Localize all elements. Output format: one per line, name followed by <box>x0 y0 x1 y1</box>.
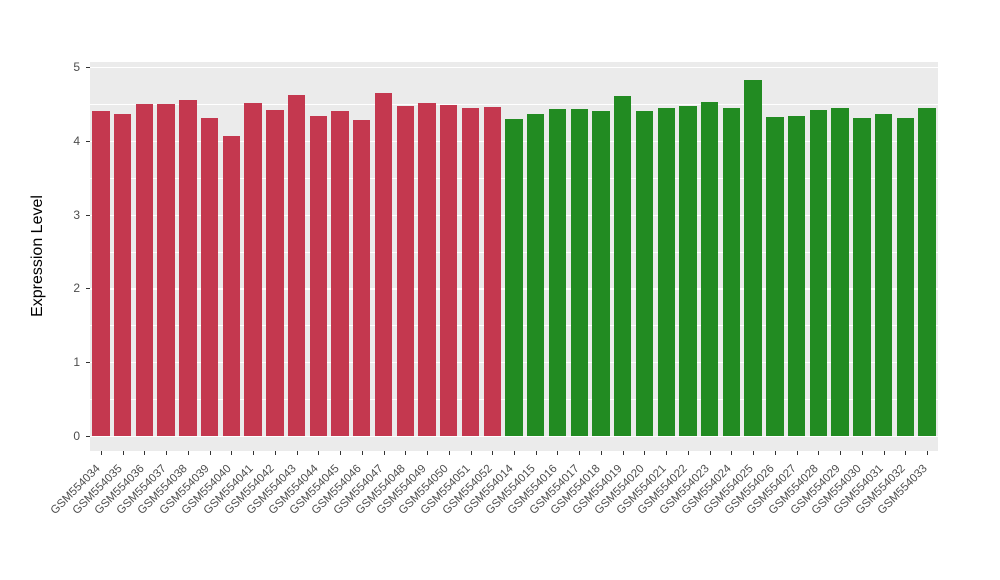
x-tick-mark <box>622 451 624 455</box>
x-tick-mark <box>927 451 929 455</box>
x-tick-mark <box>579 451 581 455</box>
bar-GSM554040 <box>222 136 241 436</box>
bar-GSM554017 <box>570 109 588 436</box>
y-tick-label: 2 <box>73 281 80 296</box>
x-tick-mark <box>753 451 755 455</box>
x-tick-mark <box>318 451 320 455</box>
x-tick-mark <box>731 451 733 455</box>
x-tick-mark <box>448 451 450 455</box>
x-tick-mark <box>144 451 146 455</box>
bar-GSM554047 <box>374 92 393 436</box>
bar-GSM554027 <box>787 115 806 436</box>
x-tick-mark <box>644 451 646 455</box>
bar-GSM554029 <box>831 107 849 436</box>
bar-GSM554034 <box>92 110 110 436</box>
x-tick-mark <box>687 451 689 455</box>
y-tick-label: 5 <box>73 60 80 74</box>
bar-GSM554041 <box>244 103 262 436</box>
bar-GSM554022 <box>679 106 697 436</box>
bar-GSM554032 <box>896 117 915 436</box>
x-tick-mark <box>231 451 233 455</box>
bar-GSM554038 <box>179 100 197 436</box>
bar-GSM554031 <box>874 114 893 436</box>
x-tick-mark <box>861 451 863 455</box>
bar-GSM554014 <box>505 118 523 436</box>
bar-GSM554028 <box>809 109 828 436</box>
x-tick-mark <box>840 451 842 455</box>
bar-GSM554016 <box>548 109 567 436</box>
bar-GSM554033 <box>918 108 936 436</box>
x-tick-mark <box>535 451 537 455</box>
bar-GSM554043 <box>287 95 306 436</box>
bar-GSM554037 <box>157 103 175 436</box>
bar-GSM554030 <box>853 117 871 436</box>
x-tick-mark <box>187 451 189 455</box>
x-tick-mark <box>296 451 298 455</box>
major-gridline <box>90 436 938 438</box>
x-tick-mark <box>557 451 559 455</box>
x-tick-mark <box>666 451 668 455</box>
bar-GSM554035 <box>113 114 132 436</box>
bar-GSM554023 <box>700 101 719 436</box>
bar-GSM554015 <box>527 114 545 436</box>
x-tick-mark <box>796 451 798 455</box>
y-tick-label: 0 <box>73 429 80 443</box>
bar-GSM554026 <box>766 117 784 436</box>
y-tick-mark <box>86 362 90 364</box>
y-tick-mark <box>86 214 90 216</box>
x-tick-mark <box>709 451 711 455</box>
x-tick-mark <box>209 451 211 455</box>
x-tick-mark <box>100 451 102 455</box>
x-tick-mark <box>340 451 342 455</box>
bar-GSM554039 <box>200 117 219 436</box>
y-tick-label: 1 <box>73 355 80 370</box>
bar-GSM554051 <box>461 107 480 436</box>
minor-gridline <box>90 103 938 105</box>
y-tick-mark <box>86 436 90 437</box>
x-tick-mark <box>514 451 515 455</box>
x-tick-mark <box>883 451 885 455</box>
x-tick-mark <box>253 451 255 455</box>
bar-GSM554050 <box>440 105 458 436</box>
x-tick-mark <box>361 451 363 455</box>
y-tick-mark <box>86 140 90 142</box>
plot-panel <box>90 62 938 451</box>
x-tick-mark <box>470 451 472 455</box>
y-tick-mark <box>86 288 90 290</box>
bar-GSM554019 <box>614 95 632 436</box>
x-tick-mark <box>383 451 385 455</box>
bar-GSM554045 <box>331 111 349 436</box>
bar-GSM554042 <box>266 109 284 436</box>
y-tick-label: 3 <box>73 207 80 222</box>
x-tick-mark <box>818 451 820 455</box>
major-gridline <box>90 67 938 69</box>
bar-GSM554052 <box>483 106 501 436</box>
y-tick-mark <box>86 67 90 68</box>
bar-GSM554048 <box>396 106 414 436</box>
bar-GSM554044 <box>309 116 327 436</box>
x-tick-mark <box>774 451 776 455</box>
y-axis-title: Expression Level <box>29 195 46 317</box>
x-tick-mark <box>166 451 168 455</box>
x-tick-mark <box>492 451 494 455</box>
x-tick-mark <box>122 451 124 455</box>
x-tick-mark <box>274 451 276 455</box>
bar-GSM554025 <box>744 79 762 436</box>
bar-GSM554020 <box>635 111 654 436</box>
bar-GSM554046 <box>353 120 371 436</box>
x-tick-mark <box>427 451 429 455</box>
bar-GSM554049 <box>418 103 436 436</box>
x-tick-mark <box>905 451 907 455</box>
x-tick-mark <box>600 451 602 455</box>
bar-GSM554018 <box>592 110 610 436</box>
bar-GSM554021 <box>657 108 675 436</box>
y-tick-label: 4 <box>73 133 80 148</box>
x-tick-mark <box>405 451 407 455</box>
bar-GSM554036 <box>135 103 154 436</box>
bar-GSM554024 <box>722 107 741 436</box>
